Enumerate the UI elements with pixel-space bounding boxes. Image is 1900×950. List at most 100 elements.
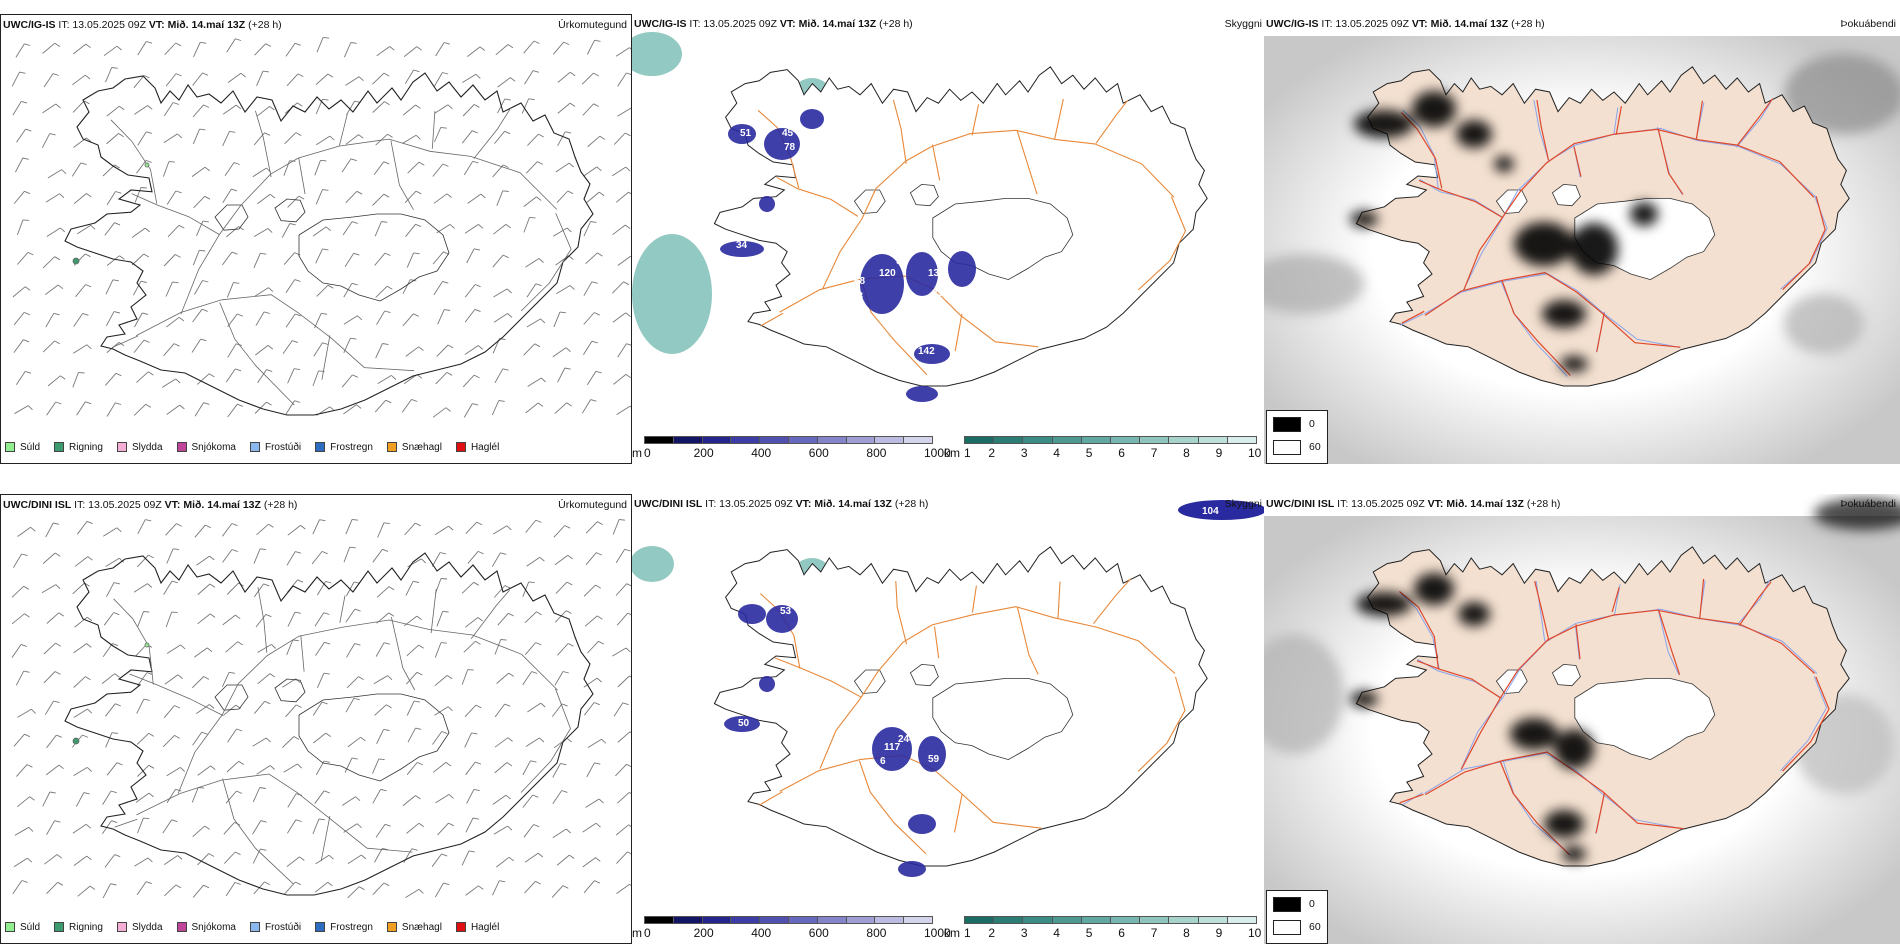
legend-item: Frostregn	[315, 922, 373, 933]
hofsjokull-outline	[274, 678, 306, 703]
hofsjokull-outline	[274, 198, 306, 223]
legend-swatch	[176, 922, 187, 932]
legend-item: Frostúði	[249, 922, 301, 933]
fog-key-swatch-0	[1273, 897, 1301, 912]
ceiling-value-label: 68	[854, 276, 866, 287]
colorbar-segment	[730, 436, 761, 444]
colorbar-tick: 6	[1118, 926, 1125, 940]
hofsjokull	[1551, 663, 1581, 687]
precip-legend: Súld Rigning Slydda Snjókoma Frostúði Frostre…	[5, 917, 513, 937]
colorbar-tick: 3	[1020, 446, 1028, 460]
legend-swatch	[315, 442, 326, 452]
colorbar-segment	[730, 916, 761, 924]
iceland-map-fog[interactable]	[1264, 14, 1900, 464]
legend-label: Súld	[20, 921, 41, 933]
colorbar-tick: 200	[693, 446, 714, 460]
ceiling-value-label: 29	[932, 288, 944, 299]
river-lines	[72, 106, 572, 406]
legend-swatch	[5, 922, 15, 932]
colorbar-segment	[1080, 436, 1111, 444]
iceland-coastline	[713, 66, 1208, 387]
colorbar-segment	[1226, 436, 1257, 444]
colorbar-segment	[788, 916, 818, 924]
sea-fog-patches	[1264, 54, 1900, 354]
colorbar-segment	[845, 916, 876, 924]
low-ceiling-areas	[720, 109, 976, 402]
colorbar-unit: km	[944, 926, 960, 940]
hofsjokull-outline	[909, 183, 939, 207]
visibility-panel-row1: UWC/IG-IS IT: 13.05.2025 09Z VT: Mið. 14…	[632, 14, 1264, 464]
colorbar-segment	[672, 916, 703, 924]
iceland-map-precip[interactable]	[1, 495, 632, 944]
colorbar-segment	[759, 436, 789, 444]
colorbar-segment	[1226, 916, 1257, 924]
legend-swatch	[54, 922, 65, 932]
colorbar-tick: 9	[1215, 446, 1223, 460]
fog-key: 0 60	[1266, 410, 1328, 464]
legend-label: Frostúði	[264, 441, 302, 453]
colorbar-segment	[1022, 436, 1053, 444]
legend-item: Frostregn	[315, 442, 373, 453]
ceiling-value-label: 120	[879, 268, 896, 279]
legend-label: Súld	[20, 441, 41, 453]
ceiling-value-label: 33	[852, 291, 864, 302]
precip-type-panel-row2: UWC/DINI ISL IT: 13.05.2025 09Z VT: Mið.…	[0, 494, 632, 944]
colorbar-segment	[1080, 916, 1111, 924]
legend-swatch	[176, 442, 187, 452]
colorbar-tick: 8	[1183, 446, 1190, 460]
colorbar-tick: 800	[866, 926, 887, 940]
field-name: Þokuábendi	[1840, 498, 1896, 510]
fog-key-swatch-60	[1273, 440, 1301, 455]
colorbar-segment	[964, 436, 995, 444]
ceiling-value-label: 51	[896, 256, 908, 267]
wind-barbs	[11, 518, 631, 899]
legend-item: Rigning	[54, 442, 103, 453]
legend-label: Frostregn	[330, 921, 373, 933]
colorbar-tick: 4	[1053, 926, 1060, 940]
colorbar-tick: 4	[1053, 446, 1060, 460]
legend-swatch	[116, 922, 127, 932]
colorbar-tick: 200	[693, 926, 714, 940]
colorbar-segment	[993, 916, 1024, 924]
legend-item: Súld	[5, 442, 40, 453]
legend-swatch	[116, 442, 127, 452]
legend-item: Haglél	[455, 922, 499, 933]
colorbar-tick: 800	[866, 446, 887, 460]
colorbar-unit: m	[632, 446, 642, 460]
precip-type-panel-row1: UWC/IG-IS IT: 13.05.2025 09Z VT: Mið. 14…	[0, 14, 632, 464]
colorbar-segment	[759, 916, 789, 924]
vatnajokull-outline	[298, 693, 450, 782]
colorbar-segment	[1197, 916, 1228, 924]
colorbar-segment	[874, 916, 905, 924]
iceland-map-fog[interactable]	[1264, 494, 1900, 944]
colorbar-tick: 1	[964, 926, 971, 940]
colorbar-tick: 400	[751, 446, 772, 460]
colorbar-segment	[1139, 916, 1170, 924]
ceiling-colorbar: m 0 200 400 600 800 1000	[632, 916, 951, 942]
legend-label: Snæhagl	[401, 921, 442, 933]
legend-swatch	[386, 922, 397, 932]
fog-key-label: 60	[1309, 441, 1321, 453]
colorbar-segment	[644, 436, 674, 444]
ceiling-value-label: 136	[928, 268, 945, 279]
iceland-map-precip[interactable]	[1, 15, 632, 464]
ceiling-value-label: 59	[928, 754, 940, 765]
ceiling-value-label: 104	[1202, 506, 1219, 517]
colorbar-tick: 1	[964, 446, 971, 460]
langjokull-outline	[853, 669, 886, 694]
colorbar-tick: 0	[644, 926, 651, 940]
colorbar-segment	[845, 436, 876, 444]
ceiling-value-label: 50	[738, 718, 750, 729]
iceland-coastline	[64, 72, 594, 416]
legend-item: Haglél	[455, 442, 499, 453]
legend-label: Frostregn	[330, 441, 373, 453]
field-name: Úrkomutegund	[558, 499, 627, 511]
legend-item: Snæhagl	[386, 921, 442, 933]
ceiling-value-label: 117	[884, 742, 901, 753]
iceland-map-visibility[interactable]: 51 45 78 34 120 68 33 51 136 29 142	[632, 14, 1264, 434]
fog-key: 0 60	[1266, 890, 1328, 944]
vatnajokull	[1574, 678, 1716, 761]
colorbar-tick: 7	[1150, 926, 1158, 940]
